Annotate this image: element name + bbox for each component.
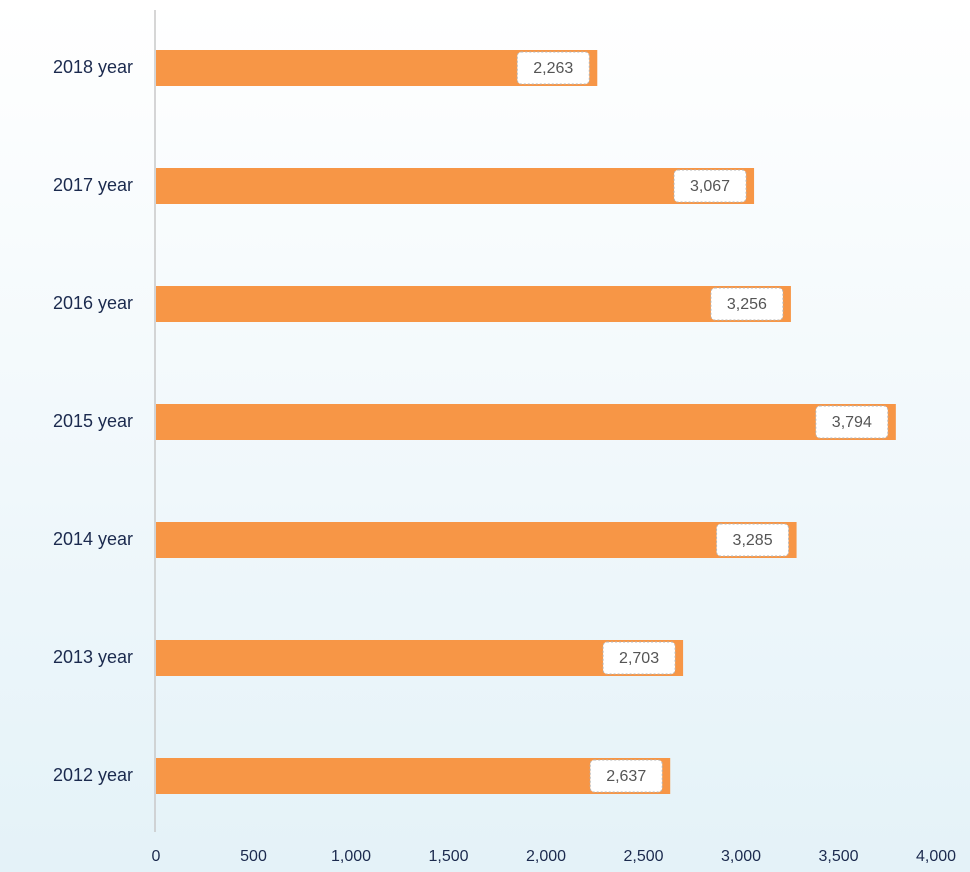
x-tick-label: 4,000 — [916, 848, 956, 865]
bar — [156, 168, 755, 204]
value-label: 3,256 — [727, 296, 767, 313]
value-label-box — [589, 759, 663, 793]
y-tick-label: 2018 year — [53, 57, 133, 77]
y-tick-label: 2014 year — [53, 529, 133, 549]
x-tick-label: 3,000 — [721, 848, 761, 865]
y-tick-label: 2012 year — [53, 765, 133, 785]
value-label-box — [602, 641, 676, 675]
value-label-box — [516, 51, 590, 85]
value-label: 3,794 — [832, 414, 872, 431]
value-label: 2,703 — [619, 650, 659, 667]
x-tick-label: 1,000 — [331, 848, 371, 865]
value-label-box — [716, 523, 790, 557]
bar — [156, 758, 671, 794]
x-tick-label: 1,500 — [428, 848, 468, 865]
x-tick-label: 2,500 — [623, 848, 663, 865]
bar — [156, 404, 896, 440]
y-tick-label: 2016 year — [53, 293, 133, 313]
value-label: 2,263 — [533, 60, 573, 77]
x-tick-label: 500 — [240, 848, 267, 865]
x-tick-label: 0 — [152, 848, 161, 865]
x-tick-label: 2,000 — [526, 848, 566, 865]
value-label-box — [710, 287, 784, 321]
value-label-box — [815, 405, 889, 439]
y-tick-label: 2015 year — [53, 411, 133, 431]
value-label: 3,285 — [733, 532, 773, 549]
bar — [156, 640, 684, 676]
value-label: 3,067 — [690, 178, 730, 195]
bar — [156, 286, 791, 322]
bar — [156, 522, 797, 558]
value-label-box — [673, 169, 747, 203]
value-label: 2,637 — [606, 768, 646, 785]
y-tick-label: 2013 year — [53, 647, 133, 667]
y-tick-label: 2017 year — [53, 175, 133, 195]
x-tick-label: 3,500 — [818, 848, 858, 865]
